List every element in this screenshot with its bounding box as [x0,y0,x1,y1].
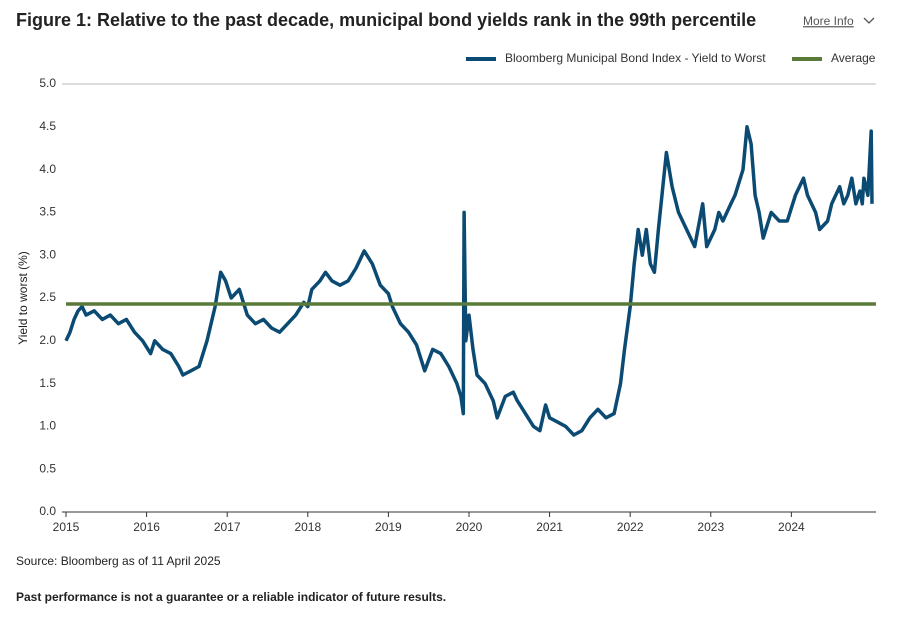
chart-title: Figure 1: Relative to the past decade, m… [16,10,756,30]
y-tick-label: 3.5 [39,205,56,219]
legend-label: Average [831,51,876,65]
x-tick-label: 2016 [133,520,160,534]
x-tick-label: 2020 [456,520,483,534]
y-tick-label: 4.5 [39,119,56,133]
x-tick-label: 2017 [214,520,241,534]
x-tick-label: 2015 [53,520,80,534]
x-tick-label: 2019 [375,520,402,534]
line-series [64,125,874,437]
y-tick-label: 4.0 [39,162,56,176]
legend-label: Bloomberg Municipal Bond Index - Yield t… [505,51,766,65]
disclaimer: Past performance is not a guarantee or a… [16,590,446,604]
x-tick-label: 2018 [294,520,321,534]
y-tick-label: 1.5 [39,376,56,390]
y-tick-label: 3.0 [39,247,56,261]
y-tick-label: 2.5 [39,290,56,304]
y-tick-label: 1.0 [39,419,56,433]
y-tick-label: 2.0 [39,333,56,347]
y-tick-label: 0.5 [39,461,56,475]
y-axis-label: Yield to worst (%) [16,251,30,345]
x-tick-label: 2023 [697,520,724,534]
more-info[interactable]: More Info [803,14,854,28]
source: Source: Bloomberg as of 11 April 2025 [16,554,221,568]
y-tick-label: 0.0 [39,504,56,518]
chevron[interactable] [863,17,875,24]
x-tick-label: 2022 [617,520,644,534]
x-tick-label: 2021 [536,520,563,534]
x-tick-label: 2024 [778,520,805,534]
y-tick-label: 5.0 [39,76,56,90]
